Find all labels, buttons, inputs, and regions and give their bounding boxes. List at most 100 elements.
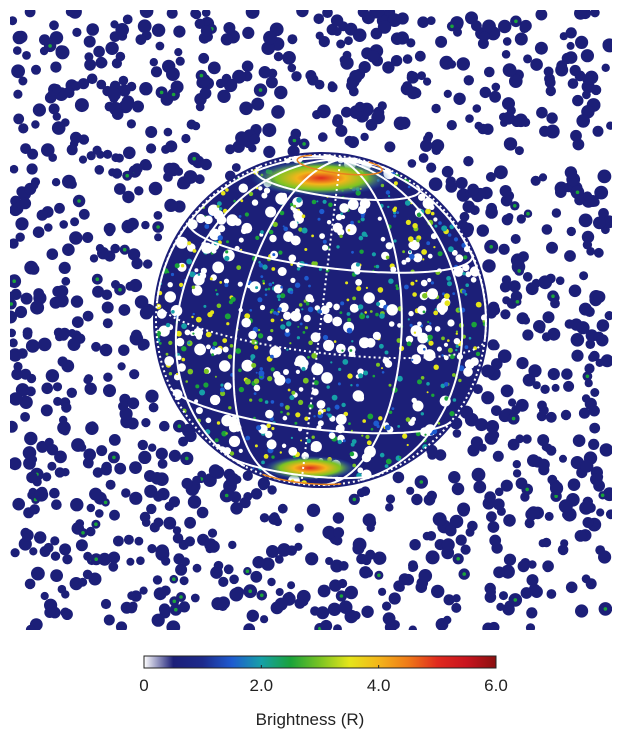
- noise-blob: [121, 488, 131, 498]
- noise-blob: [406, 38, 416, 48]
- noise-speck: [554, 494, 558, 499]
- noise-blob: [136, 556, 145, 565]
- disk-speck: [350, 442, 355, 447]
- noise-blob: [546, 241, 558, 254]
- disk-speck: [342, 359, 349, 365]
- disk-hole: [193, 327, 204, 338]
- noise-blob: [26, 471, 38, 484]
- noise-blob: [50, 61, 62, 73]
- noise-blob: [64, 87, 75, 99]
- disk-speck: [220, 390, 226, 397]
- noise-blob: [57, 356, 68, 367]
- disk-hole: [322, 244, 329, 251]
- disk-speck: [272, 253, 276, 257]
- disk-speck: [441, 336, 445, 341]
- noise-blob: [558, 499, 573, 514]
- disk-speck: [396, 211, 400, 215]
- noise-blob: [163, 516, 177, 530]
- disk-speck: [249, 309, 253, 312]
- disk-speck: [362, 419, 367, 423]
- disk-speck: [238, 215, 242, 218]
- noise-blob: [536, 324, 546, 334]
- noise-blob: [318, 132, 328, 142]
- disk-speck: [388, 410, 393, 414]
- noise-blob: [22, 327, 33, 338]
- noise-blob: [496, 602, 505, 612]
- noise-blob: [54, 202, 65, 214]
- disk-speck: [444, 300, 451, 307]
- noise-speck: [513, 598, 518, 602]
- noise-blob: [173, 25, 186, 38]
- disk-speck: [375, 312, 379, 317]
- disk-hole: [251, 199, 259, 206]
- noise-blob: [36, 209, 48, 221]
- disk-hole: [196, 213, 206, 224]
- noise-blob: [455, 534, 467, 546]
- disk-speck: [289, 342, 292, 345]
- disk-speck: [300, 439, 303, 442]
- noise-blob: [514, 146, 524, 156]
- noise-blob: [472, 104, 482, 113]
- disk-speck: [426, 241, 431, 246]
- disk-speck: [350, 384, 353, 387]
- disk-hole: [290, 277, 296, 283]
- noise-blob: [364, 568, 373, 578]
- noise-blob: [522, 272, 533, 282]
- disk-hole: [238, 183, 248, 193]
- disk-speck: [192, 332, 195, 335]
- noise-blob: [434, 449, 447, 461]
- disk-speck: [296, 267, 301, 271]
- disk-speck: [448, 246, 454, 253]
- noise-blob: [499, 591, 508, 601]
- noise-blob: [481, 391, 495, 405]
- disk-speck: [405, 219, 411, 225]
- noise-speck: [600, 493, 605, 498]
- noise-blob: [456, 57, 470, 71]
- noise-blob: [61, 276, 71, 286]
- noise-blob: [12, 497, 25, 511]
- noise-blob: [92, 467, 104, 478]
- disk-hole: [198, 272, 207, 280]
- disk-speck: [289, 202, 294, 207]
- noise-blob: [232, 69, 246, 84]
- noise-blob: [230, 502, 243, 515]
- noise-blob: [91, 341, 101, 352]
- noise-blob: [597, 169, 612, 184]
- noise-blob: [86, 503, 96, 513]
- noise-blob: [239, 497, 251, 509]
- disk-speck: [255, 235, 260, 240]
- disk-speck: [275, 312, 279, 316]
- disk-hole: [311, 388, 319, 396]
- disk-speck: [272, 221, 278, 227]
- noise-blob: [306, 503, 321, 517]
- disk-hole: [377, 216, 382, 221]
- disk-speck: [279, 402, 284, 407]
- disk-speck: [349, 349, 353, 352]
- noise-blob: [85, 526, 96, 537]
- disk-hole: [305, 294, 314, 303]
- disk-speck: [296, 336, 300, 340]
- disk-speck: [437, 422, 441, 425]
- disk-speck: [294, 282, 301, 288]
- noise-blob: [105, 479, 116, 490]
- noise-blob: [123, 146, 136, 160]
- noise-blob: [447, 60, 457, 69]
- noise-blob: [524, 518, 535, 529]
- noise-blob: [519, 22, 530, 34]
- noise-blob: [88, 421, 97, 430]
- disk-speck: [261, 460, 265, 465]
- disk-hole: [281, 192, 287, 199]
- disk-speck: [416, 238, 420, 243]
- noise-blob: [509, 74, 523, 88]
- noise-blob: [453, 92, 466, 106]
- disk-hole: [290, 235, 301, 246]
- noise-blob: [286, 545, 297, 556]
- disk-speck: [357, 220, 361, 224]
- noise-blob: [590, 84, 602, 96]
- noise-blob: [423, 77, 432, 86]
- disk-speck: [270, 400, 275, 404]
- disk-hole: [385, 242, 393, 250]
- disk-speck: [433, 246, 436, 249]
- disk-speck: [375, 264, 380, 269]
- noise-blob: [489, 90, 501, 103]
